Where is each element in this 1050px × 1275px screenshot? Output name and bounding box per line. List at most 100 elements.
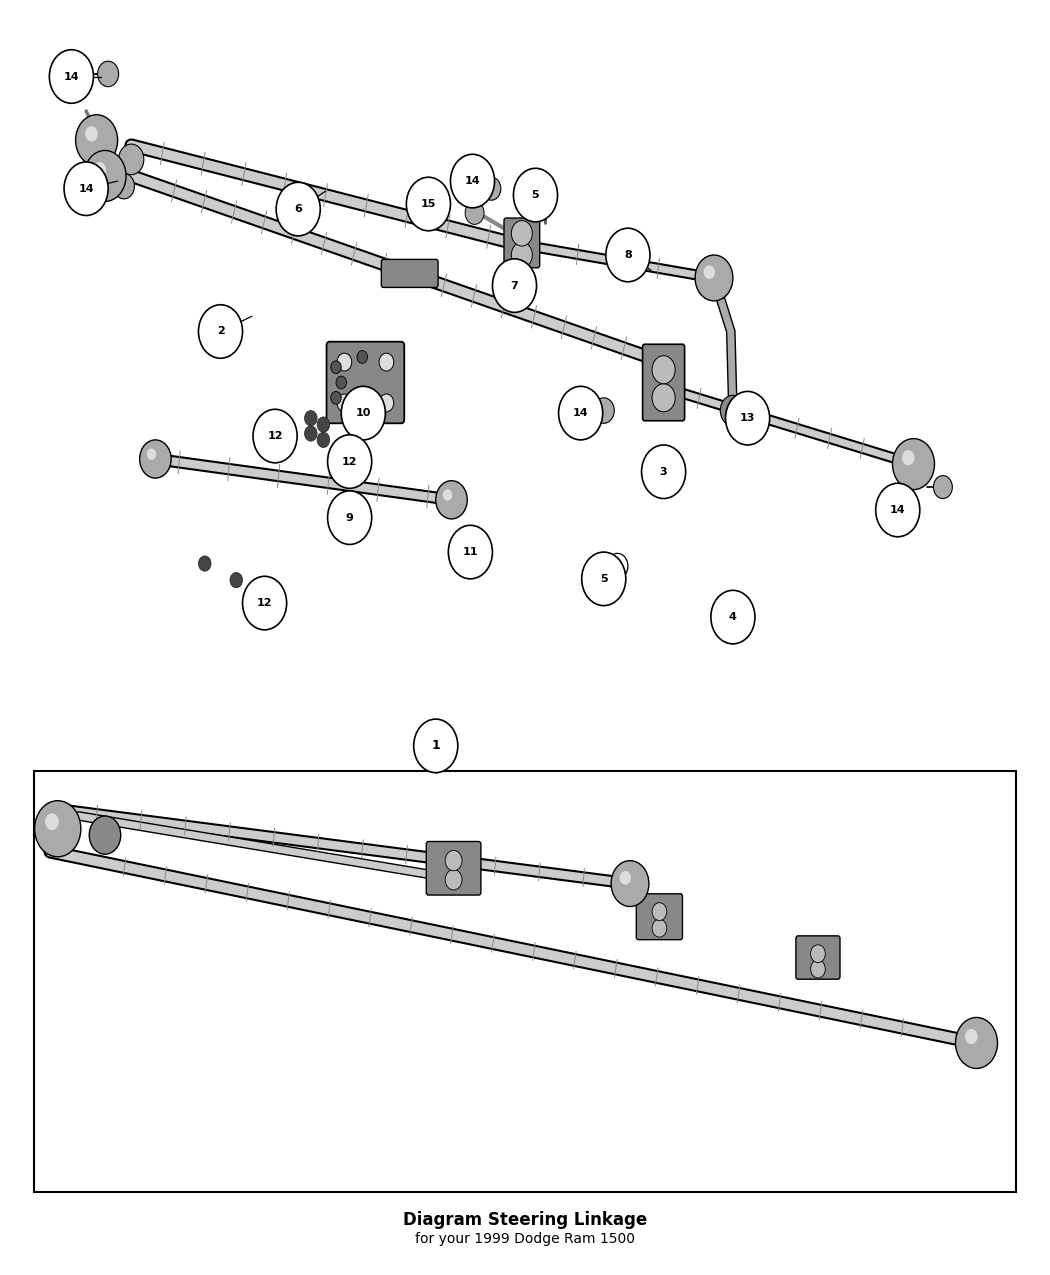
Circle shape [436,481,467,519]
Text: 4: 4 [729,612,737,622]
Circle shape [876,483,920,537]
Circle shape [511,221,532,246]
Circle shape [93,162,106,177]
Ellipse shape [698,269,730,287]
Circle shape [406,177,450,231]
Circle shape [331,361,341,374]
Circle shape [607,553,628,579]
Text: 14: 14 [64,71,79,82]
Circle shape [379,353,394,371]
Circle shape [304,426,317,441]
Circle shape [652,903,667,921]
Circle shape [337,353,352,371]
Circle shape [511,242,532,268]
Circle shape [892,439,934,490]
Ellipse shape [958,1033,995,1053]
Ellipse shape [86,166,124,186]
Circle shape [414,719,458,773]
Text: 7: 7 [510,280,519,291]
Circle shape [513,168,558,222]
Circle shape [811,945,825,963]
Circle shape [328,491,372,544]
Circle shape [652,356,675,384]
Circle shape [811,960,825,978]
Circle shape [357,351,367,363]
Text: 14: 14 [79,184,93,194]
Circle shape [98,61,119,87]
Circle shape [64,162,108,215]
Circle shape [965,1029,978,1044]
Ellipse shape [78,130,116,150]
Text: 6: 6 [294,204,302,214]
Circle shape [328,435,372,488]
Ellipse shape [613,875,647,892]
Ellipse shape [142,451,169,468]
Circle shape [450,154,495,208]
FancyBboxPatch shape [636,894,682,940]
Circle shape [45,813,59,830]
Text: 14: 14 [465,176,480,186]
Circle shape [147,449,156,460]
Circle shape [341,386,385,440]
Circle shape [243,576,287,630]
Ellipse shape [438,492,465,509]
Circle shape [230,572,243,588]
Circle shape [492,259,537,312]
Circle shape [140,440,171,478]
Circle shape [711,590,755,644]
Text: for your 1999 Dodge Ram 1500: for your 1999 Dodge Ram 1500 [415,1233,635,1246]
FancyBboxPatch shape [796,936,840,979]
Circle shape [445,870,462,890]
Bar [34,771,1016,1192]
Circle shape [726,391,770,445]
Text: Diagram Steering Linkage: Diagram Steering Linkage [403,1211,647,1229]
Text: 12: 12 [257,598,272,608]
Circle shape [593,398,614,423]
Circle shape [611,861,649,907]
Circle shape [84,150,126,201]
Circle shape [448,525,492,579]
Circle shape [482,177,501,200]
Circle shape [933,476,952,499]
Circle shape [35,801,81,857]
Circle shape [317,432,330,448]
Circle shape [582,552,626,606]
Circle shape [695,255,733,301]
Text: 14: 14 [890,505,905,515]
Circle shape [559,386,603,440]
Text: 12: 12 [268,431,282,441]
Circle shape [379,394,394,412]
Circle shape [89,816,121,854]
Circle shape [465,201,484,224]
Circle shape [49,50,93,103]
Circle shape [198,556,211,571]
Circle shape [198,305,243,358]
Circle shape [443,490,453,501]
Text: 15: 15 [421,199,436,209]
FancyBboxPatch shape [504,218,540,268]
Text: 8: 8 [624,250,632,260]
Circle shape [652,384,675,412]
Circle shape [331,391,341,404]
Text: 2: 2 [216,326,225,337]
Circle shape [620,871,631,885]
Circle shape [317,417,330,432]
Circle shape [642,445,686,499]
Circle shape [276,182,320,236]
Text: 3: 3 [659,467,668,477]
Circle shape [704,265,715,279]
Ellipse shape [37,817,79,840]
Circle shape [337,394,352,412]
Circle shape [459,527,474,544]
Text: 10: 10 [356,408,371,418]
FancyBboxPatch shape [381,259,438,287]
Ellipse shape [896,455,931,473]
Circle shape [304,411,317,426]
Circle shape [336,376,346,389]
FancyBboxPatch shape [426,842,481,895]
Circle shape [113,173,134,199]
Circle shape [613,561,622,571]
Text: 11: 11 [463,547,478,557]
FancyBboxPatch shape [327,342,404,423]
Circle shape [85,126,98,142]
